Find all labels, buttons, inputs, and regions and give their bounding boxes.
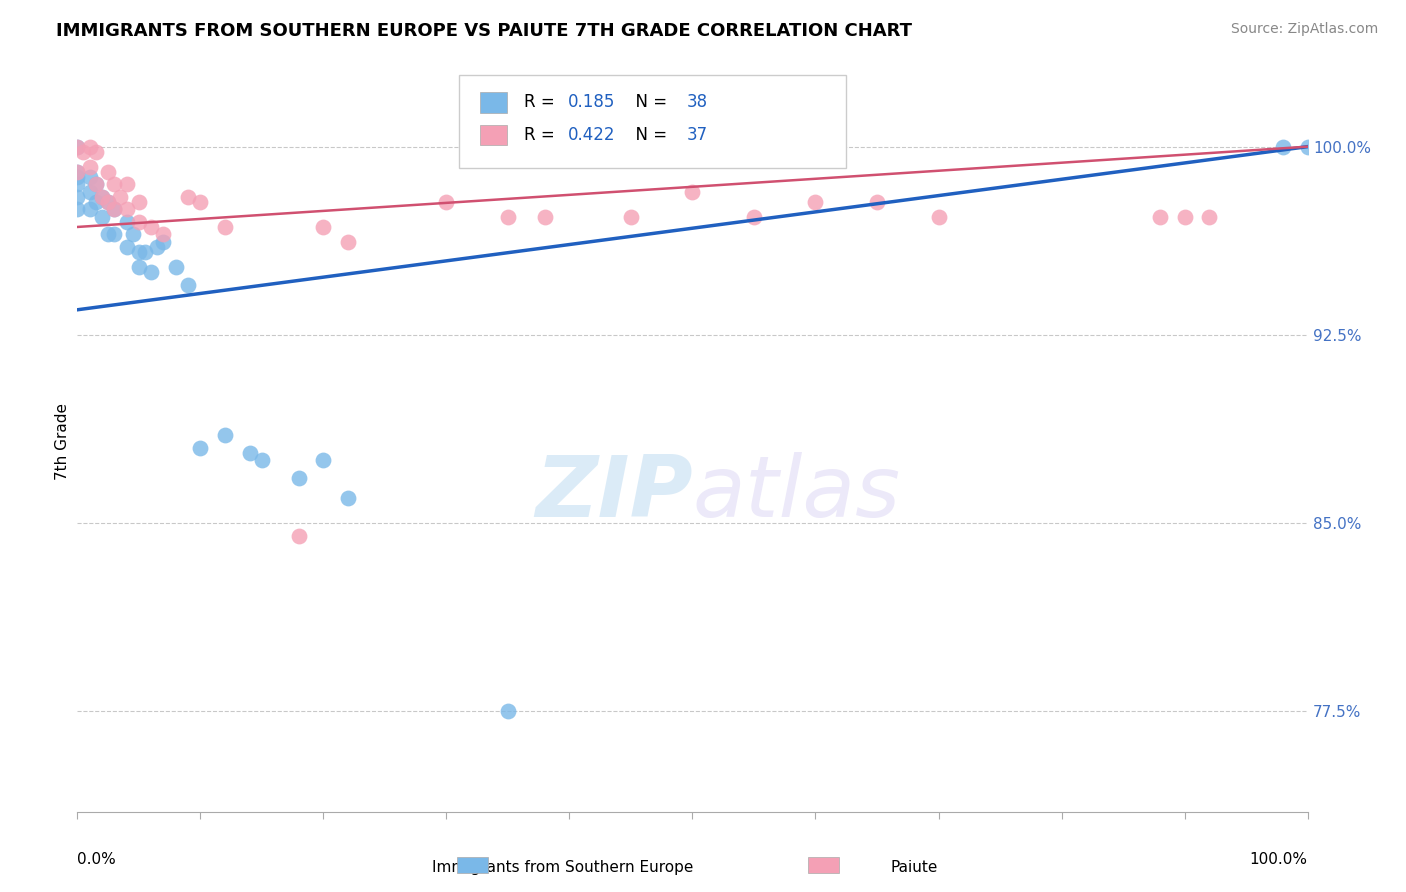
Point <box>79 202 101 217</box>
Point <box>66 139 89 153</box>
Point <box>115 178 138 192</box>
Point <box>1296 139 1319 153</box>
Text: ZIP: ZIP <box>534 452 693 535</box>
Point <box>146 240 169 254</box>
Point <box>128 194 150 209</box>
Point <box>66 169 89 184</box>
Point <box>1272 139 1295 153</box>
Point <box>66 165 89 179</box>
Text: Immigrants from Southern Europe: Immigrants from Southern Europe <box>432 860 693 874</box>
Point <box>866 194 889 209</box>
Point <box>312 219 335 234</box>
Point <box>90 190 114 204</box>
Point <box>1198 210 1220 224</box>
Point <box>928 210 950 224</box>
Point <box>152 227 174 242</box>
Point <box>682 185 704 199</box>
Point <box>1149 210 1171 224</box>
Point <box>84 178 107 192</box>
Point <box>110 190 132 204</box>
Point <box>337 235 360 249</box>
Text: R =: R = <box>524 126 560 144</box>
Point <box>115 240 138 254</box>
Point <box>239 446 262 460</box>
Point <box>84 178 107 192</box>
Text: 0.422: 0.422 <box>568 126 616 144</box>
Point <box>312 453 335 467</box>
Point <box>128 215 150 229</box>
Point <box>177 277 200 292</box>
Point <box>496 210 519 224</box>
Point <box>1174 210 1197 224</box>
Point <box>90 210 114 224</box>
Y-axis label: 7th Grade: 7th Grade <box>55 403 70 480</box>
Point <box>214 219 236 234</box>
Point <box>288 529 311 543</box>
Point <box>436 194 458 209</box>
Text: 0.185: 0.185 <box>568 94 616 112</box>
Point <box>121 227 143 242</box>
Point <box>141 265 163 279</box>
Point <box>337 491 360 505</box>
Bar <box>479 92 506 112</box>
Point <box>620 210 643 224</box>
Text: 100.0%: 100.0% <box>1250 853 1308 867</box>
Point <box>79 169 101 184</box>
Text: N =: N = <box>624 126 672 144</box>
Point <box>177 190 200 204</box>
Point <box>97 227 120 242</box>
Point <box>66 178 89 192</box>
Bar <box>479 125 506 145</box>
Point <box>128 245 150 260</box>
Point <box>84 194 107 209</box>
Point <box>79 160 101 174</box>
Point <box>103 202 125 217</box>
Point <box>66 190 89 204</box>
Point <box>115 215 138 229</box>
Point <box>804 194 827 209</box>
Text: 0.0%: 0.0% <box>77 853 117 867</box>
Point <box>115 202 138 217</box>
Point <box>250 453 273 467</box>
Point <box>134 245 156 260</box>
Point <box>97 194 120 209</box>
Point <box>534 210 557 224</box>
Text: R =: R = <box>524 94 560 112</box>
Point <box>84 145 107 159</box>
Point <box>128 260 150 274</box>
Point <box>214 428 236 442</box>
Point <box>72 145 94 159</box>
Point <box>97 194 120 209</box>
Point <box>190 441 212 455</box>
Point <box>288 471 311 485</box>
Point <box>165 260 187 274</box>
Point <box>141 219 163 234</box>
Point <box>190 194 212 209</box>
Text: IMMIGRANTS FROM SOUTHERN EUROPE VS PAIUTE 7TH GRADE CORRELATION CHART: IMMIGRANTS FROM SOUTHERN EUROPE VS PAIUT… <box>56 22 912 40</box>
Text: N =: N = <box>624 94 672 112</box>
Point <box>152 235 174 249</box>
Point <box>742 210 765 224</box>
Text: Source: ZipAtlas.com: Source: ZipAtlas.com <box>1230 22 1378 37</box>
Point <box>103 227 125 242</box>
Point <box>496 704 519 718</box>
Point <box>66 165 89 179</box>
Point <box>103 202 125 217</box>
FancyBboxPatch shape <box>458 75 846 168</box>
Point <box>66 202 89 217</box>
Text: atlas: atlas <box>693 452 900 535</box>
Point <box>90 190 114 204</box>
Point <box>103 178 125 192</box>
Text: 37: 37 <box>686 126 707 144</box>
Point <box>97 165 120 179</box>
Point <box>79 139 101 153</box>
Point <box>79 185 101 199</box>
Text: Paiute: Paiute <box>890 860 938 874</box>
Text: 38: 38 <box>686 94 707 112</box>
Point <box>66 139 89 153</box>
